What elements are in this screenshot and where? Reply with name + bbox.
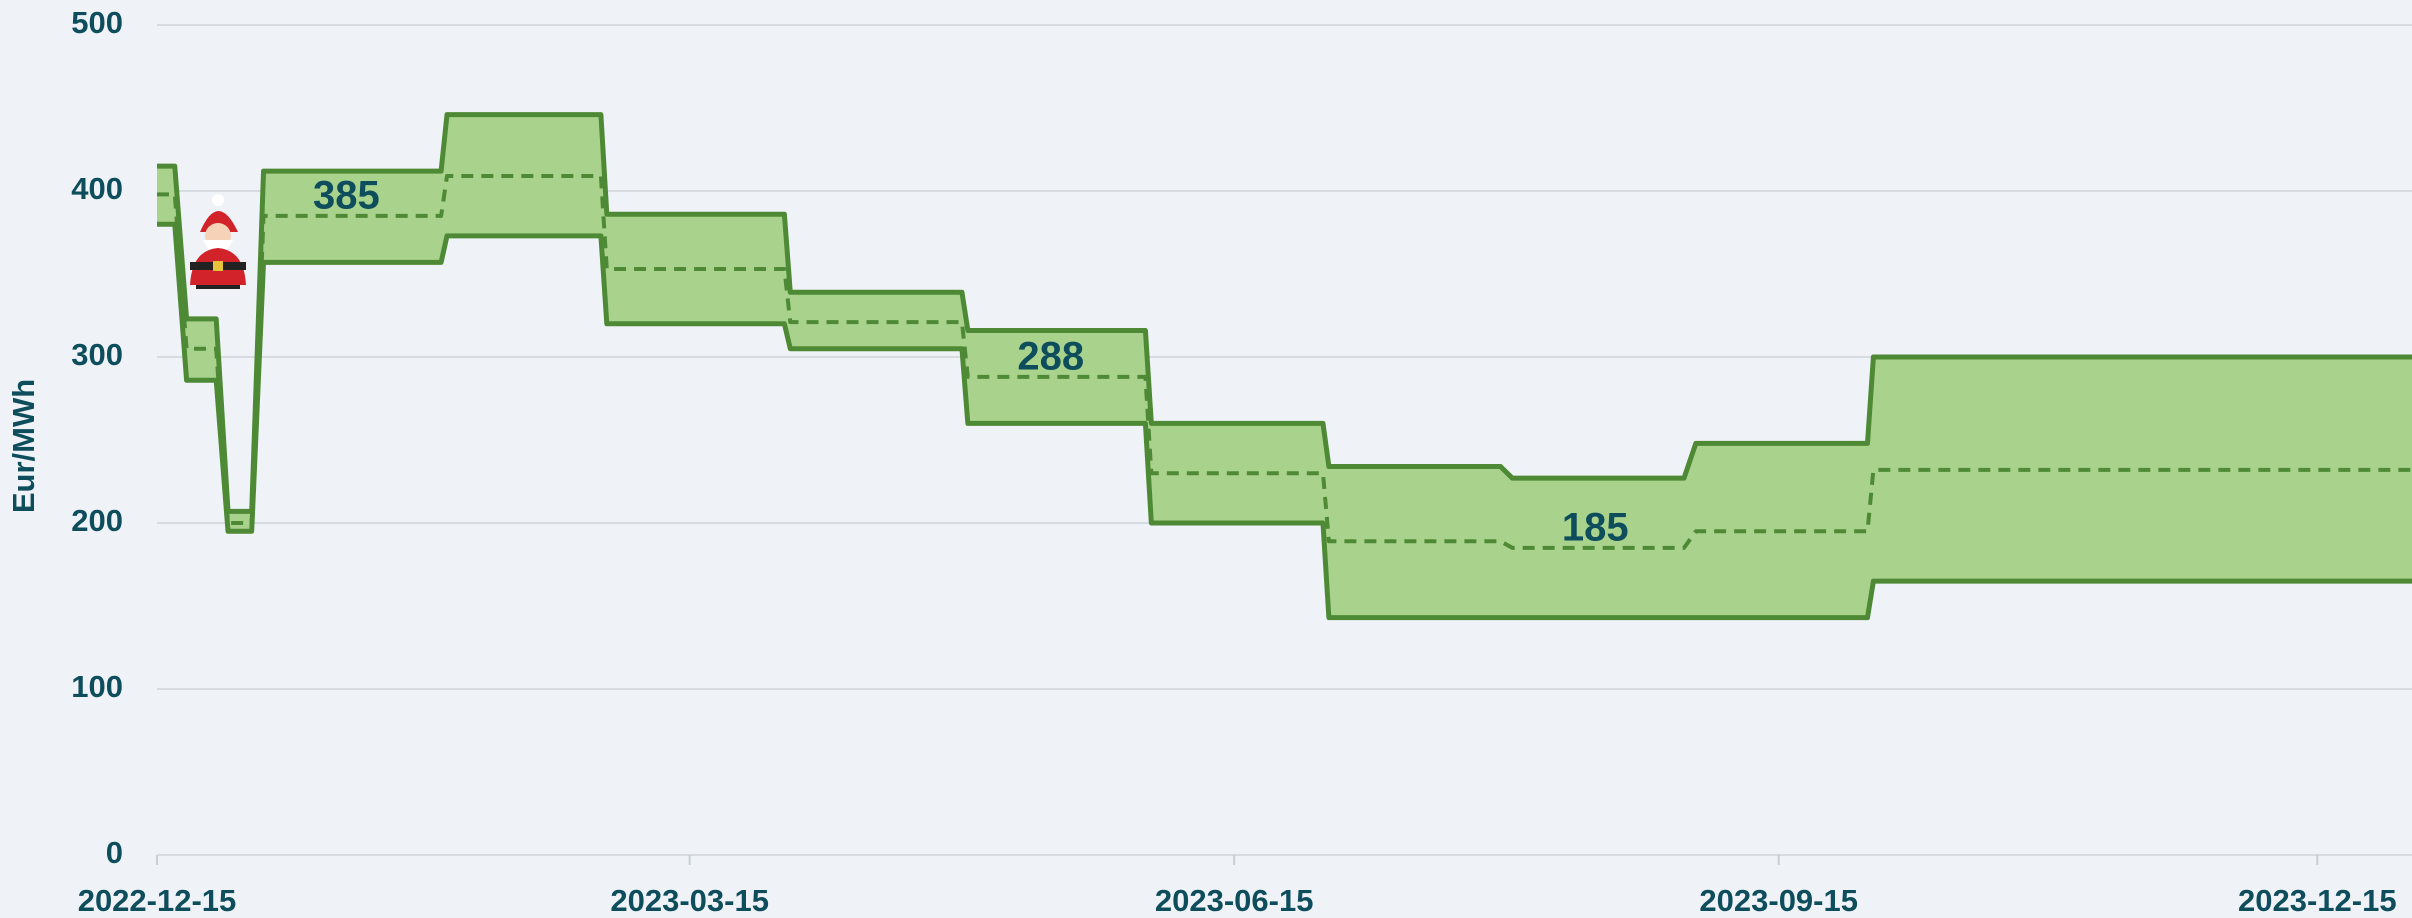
y-axis-title: Eur/MWh: [6, 379, 41, 513]
annotation: 185: [1562, 505, 1629, 549]
y-tick-label: 500: [71, 5, 123, 40]
y-tick-label: 0: [106, 835, 123, 870]
x-tick-label: 2023-12-15: [2238, 883, 2397, 918]
y-tick-label: 400: [71, 171, 123, 206]
x-tick-label: 2023-06-15: [1155, 883, 1314, 918]
x-tick-label: 2023-09-15: [1699, 883, 1858, 918]
annotation: 288: [1017, 334, 1084, 378]
y-tick-label: 200: [71, 503, 123, 538]
chart: Eur/MWh 0 100 200 300 400 500 2022-12-15 2023-0…: [0, 0, 2412, 918]
x-tick-label: 2023-03-15: [610, 883, 769, 918]
x-tick-label: 2022-12-15: [78, 883, 237, 918]
y-tick-label: 100: [71, 669, 123, 704]
y-tick-label: 300: [71, 337, 123, 372]
annotation: 385: [313, 173, 380, 217]
